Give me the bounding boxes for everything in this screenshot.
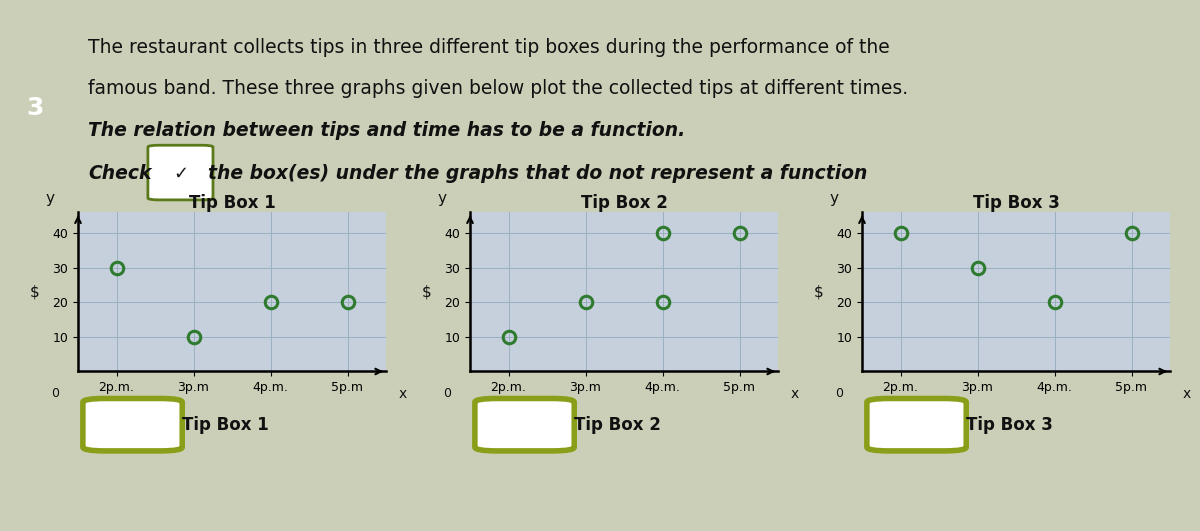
Title: Tip Box 3: Tip Box 3 [972,194,1060,212]
Text: 0: 0 [52,388,60,400]
Text: y: y [829,191,839,206]
FancyBboxPatch shape [866,398,966,451]
Text: $: $ [422,285,432,299]
Text: $: $ [814,285,823,299]
Text: Tip Box 2: Tip Box 2 [575,416,661,434]
Text: the box(es) under the graphs that do not represent a function: the box(es) under the graphs that do not… [209,164,868,183]
Text: y: y [438,191,446,206]
Text: ✓: ✓ [173,165,188,183]
Text: 0: 0 [835,388,844,400]
Text: x: x [791,388,798,401]
Text: Tip Box 3: Tip Box 3 [966,416,1054,434]
Text: 3: 3 [26,96,43,119]
Text: x: x [1182,388,1190,401]
Title: Tip Box 2: Tip Box 2 [581,194,667,212]
Text: Tip Box 1: Tip Box 1 [182,416,269,434]
FancyBboxPatch shape [475,398,575,451]
Text: y: y [46,191,55,206]
Text: $: $ [30,285,40,299]
Title: Tip Box 1: Tip Box 1 [188,194,275,212]
Text: x: x [398,388,407,401]
Text: 0: 0 [444,388,451,400]
FancyBboxPatch shape [148,145,212,200]
FancyBboxPatch shape [83,398,182,451]
Text: The relation between tips and time has to be a function.: The relation between tips and time has t… [89,121,685,140]
Text: The restaurant collects tips in three different tip boxes during the performance: The restaurant collects tips in three di… [89,38,890,57]
Text: Check: Check [89,164,152,183]
Text: famous band. These three graphs given below plot the collected tips at different: famous band. These three graphs given be… [89,79,908,98]
